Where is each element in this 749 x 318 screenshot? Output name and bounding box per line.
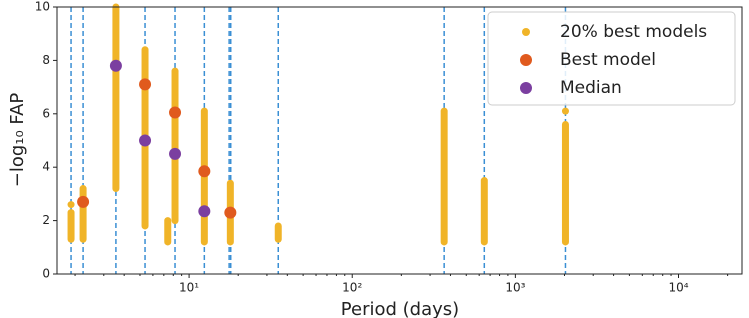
y-tick-label: 4	[42, 160, 50, 174]
y-tick-label: 10	[35, 0, 50, 14]
point	[77, 195, 90, 208]
y-tick-label: 2	[42, 213, 50, 227]
point	[139, 134, 152, 147]
legend-box	[487, 11, 736, 106]
point	[139, 78, 152, 91]
legend-label: Median	[560, 78, 622, 98]
x-tick-label: 10¹	[179, 281, 199, 295]
x-tick-label: 10²	[342, 281, 362, 295]
legend-label: 20% best models	[560, 22, 707, 42]
point	[169, 147, 182, 160]
y-tick-label: 0	[42, 267, 50, 281]
point	[224, 206, 237, 219]
point	[109, 59, 122, 72]
y-tick-label: 8	[42, 53, 50, 67]
x-tick-label: 10⁴	[668, 281, 688, 295]
legend-label: Best model	[560, 50, 656, 70]
x-tick-label: 10³	[505, 281, 525, 295]
plot-frame	[56, 6, 743, 275]
point	[198, 165, 211, 178]
legend-marker	[520, 82, 532, 94]
y-axis-label: −log₁₀ FAP	[7, 93, 28, 188]
x-axis-label: Period (days)	[341, 299, 459, 318]
point	[198, 205, 211, 218]
legend-marker	[520, 54, 532, 66]
point	[169, 106, 182, 119]
legend-marker	[522, 28, 530, 36]
y-tick-label: 6	[42, 106, 50, 120]
